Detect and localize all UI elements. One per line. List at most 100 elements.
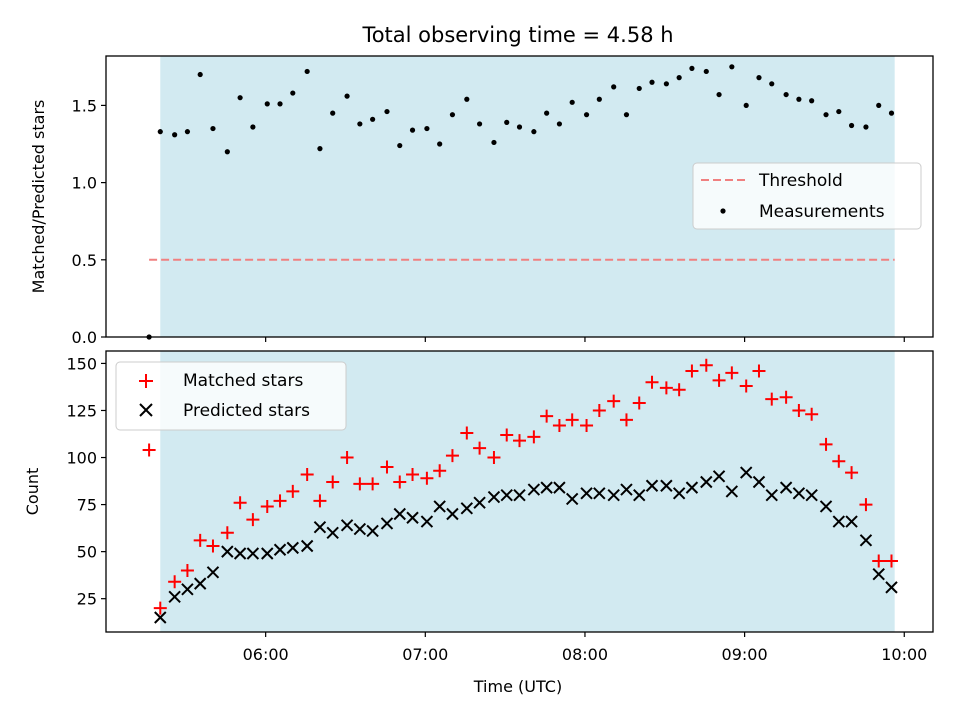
matched-star-point <box>180 563 194 577</box>
predicted-star-point <box>154 611 167 624</box>
y-tick-label: 150 <box>66 354 97 373</box>
predicted-star-point <box>420 515 434 528</box>
measurement-point <box>544 110 550 116</box>
measurement-point <box>569 99 575 105</box>
predicted-star-point <box>326 526 339 540</box>
measurement-point <box>449 112 456 118</box>
measurement-point <box>344 93 350 99</box>
bottom-legend-box <box>115 361 347 431</box>
matched-star-point <box>832 454 846 468</box>
predicted-star-point <box>633 488 646 502</box>
matched-star-point <box>685 364 699 378</box>
matched-star-point <box>659 381 673 395</box>
predicted-star-point <box>859 534 873 547</box>
matched-star-point <box>445 449 459 463</box>
y-tick-label: 75 <box>77 496 97 515</box>
matched-star-point <box>565 413 579 427</box>
predicted-star-point <box>513 488 526 502</box>
matched-star-point <box>406 467 420 481</box>
measurement-point <box>596 96 602 102</box>
measurement-point <box>836 108 842 115</box>
measurement-point <box>556 121 563 127</box>
matched-star-point <box>739 379 753 393</box>
predicted-star-point <box>366 524 379 538</box>
predicted-star-point <box>593 487 606 500</box>
measurement-point <box>197 71 203 78</box>
top-y-axis-label: Matched/Predicted stars <box>29 100 48 294</box>
predicted-star-point <box>819 500 833 513</box>
predicted-star-point <box>805 488 818 502</box>
measurement-point <box>437 141 443 147</box>
matched-star-point <box>142 443 156 457</box>
measurement-point <box>623 112 630 118</box>
measurement-point <box>409 127 416 133</box>
bottom-y-axis-label: Count <box>23 468 42 516</box>
measurement-point <box>716 91 722 98</box>
predicted-legend-swatch <box>139 403 153 417</box>
matched-star-point <box>393 475 407 489</box>
top-x-axis-ticks <box>265 337 905 342</box>
matched-star-point <box>580 419 594 433</box>
bottom-y-axis-ticks: 25 50 75 100 125 150 <box>66 354 106 609</box>
predicted-star-point <box>487 490 501 504</box>
predicted-star-point <box>872 568 885 581</box>
x-tick-label: 08:00 <box>562 645 608 664</box>
measurement-point <box>157 129 163 135</box>
top-plot-frame <box>105 55 934 338</box>
measurement-point <box>277 101 283 107</box>
y-tick-label: 50 <box>77 543 97 562</box>
measurement-point <box>583 112 590 118</box>
predicted-star-point <box>300 539 314 553</box>
matched-star-point <box>153 601 167 615</box>
matched-star-point <box>699 358 713 372</box>
predicted-star-point <box>433 500 446 513</box>
matched-star-point <box>592 403 606 417</box>
matched-star-point <box>540 409 554 423</box>
matched-star-point <box>779 390 793 404</box>
measurement-point <box>649 79 655 85</box>
matched-star-point <box>513 434 526 448</box>
predicted-star-point <box>206 566 220 579</box>
matched-star-point <box>884 554 898 568</box>
predicted-star-point <box>607 488 620 502</box>
matched-star-point <box>460 426 474 440</box>
measurement-point <box>848 122 855 129</box>
predicted-star-point <box>286 541 300 555</box>
measurement-point <box>491 139 497 146</box>
measurement-point <box>796 96 802 102</box>
legend-item-predicted: Predicted stars <box>183 401 310 421</box>
legend-item-threshold: Threshold <box>758 171 843 191</box>
x-axis-label: Time (UTC) <box>473 677 562 696</box>
measurement-point <box>636 85 642 92</box>
x-tick-label: 09:00 <box>722 645 768 664</box>
measurement-point <box>516 124 523 130</box>
measurement-point <box>823 112 829 118</box>
top-legend-box <box>692 162 922 230</box>
measurement-point <box>476 121 483 127</box>
matched-star-point <box>220 526 234 540</box>
matched-star-point <box>473 441 487 455</box>
measurement-point <box>689 65 695 71</box>
measurement-point <box>290 90 296 96</box>
y-tick-label: 1.0 <box>72 174 97 193</box>
legend-item-matched: Matched stars <box>183 371 303 391</box>
matched-star-point <box>752 364 766 378</box>
matched-star-point <box>380 460 394 474</box>
measurement-point <box>888 110 895 116</box>
matched-star-point <box>420 471 434 485</box>
measurement-point <box>611 84 617 90</box>
matched-star-point <box>819 437 833 451</box>
matched-star-point <box>246 513 260 527</box>
y-tick-label: 100 <box>66 449 97 468</box>
matched-star-point <box>859 498 873 512</box>
matched-star-point <box>366 477 380 491</box>
ratio-panel: 0.0 0.5 1.0 1.5 Matched/Predicted stars Thr… <box>29 55 934 347</box>
predicted-star-point <box>446 507 459 521</box>
predicted-star-point <box>181 583 194 596</box>
bottom-x-axis-ticks: 06:00 07:00 08:00 09:00 10:00 <box>243 632 927 664</box>
measurement-point <box>769 81 775 87</box>
matched-star-point <box>300 467 314 481</box>
measurement-point <box>743 102 749 109</box>
matched-star-point <box>233 496 247 510</box>
matched-star-point <box>487 451 501 465</box>
